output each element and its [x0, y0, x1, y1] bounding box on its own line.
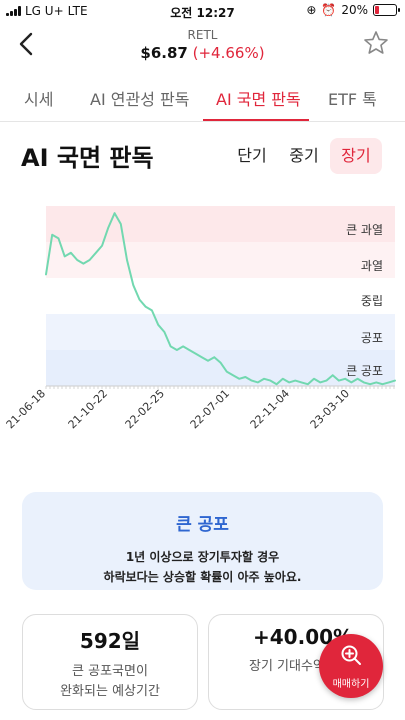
stat-duration-label: 큰 공포국면이 완화되는 예상기간	[23, 662, 197, 702]
x-tick-label: 22-11-04	[248, 387, 293, 432]
alarm-icon: ⏰	[321, 3, 337, 17]
zone-band-greed	[46, 242, 395, 278]
zone-label-extreme-fear: 큰 공포	[346, 364, 383, 378]
ticker-symbol: RETL	[187, 28, 218, 42]
zone-label-fear: 공포	[360, 331, 383, 345]
zone-band-fear	[46, 314, 395, 350]
price-change: (+4.66%)	[192, 44, 265, 62]
tab-bar: 시세 AI 연관성 판독 AI 국면 판독 ETF 톡	[0, 74, 405, 122]
zone-band-extreme-fear	[46, 350, 395, 386]
zone-label-neutral: 중립	[360, 294, 383, 308]
tab-ai-correlation[interactable]: AI 연관성 판독	[90, 90, 190, 109]
phase-chart: 21-06-18 21-10-22 22-02-25 22-07-01 22-11-04…	[0, 196, 405, 446]
battery-percent: 20%	[341, 3, 368, 17]
zone-band-neutral	[46, 278, 395, 314]
rotation-lock-icon: ⊕	[306, 3, 317, 17]
phase-chart-svg: 21-06-18 21-10-22 22-02-25 22-07-01 22-11-04…	[4, 206, 396, 432]
zone-band-extreme-greed	[46, 206, 395, 242]
price-row: $6.87 (+4.66%)	[0, 44, 405, 62]
status-bar: LG U+ LTE 오전 12:27 ⊕ ⏰ 20%	[0, 0, 405, 24]
carrier: LG U+	[25, 4, 64, 18]
phase-result-title: 큰 공포	[176, 515, 229, 535]
x-tick-label: 21-06-18	[4, 387, 49, 432]
phase-result-line-1: 1년 이상으로 장기투자할 경우	[125, 550, 280, 564]
tab-ai-phase[interactable]: AI 국면 판독	[216, 90, 301, 109]
stat-return-label: 장기 기대수익률	[209, 657, 383, 677]
zone-label-extreme-greed: 큰 과열	[346, 223, 383, 237]
series-line	[45, 212, 396, 386]
trade-fab-label: 매매하기	[332, 679, 370, 690]
period-short-button[interactable]: 단기	[237, 146, 267, 165]
status-right: ⊕ ⏰ 20%	[306, 3, 400, 17]
favorite-star-icon[interactable]	[363, 30, 389, 63]
clock: 오전 12:27	[170, 6, 235, 20]
tab-etf-talk[interactable]: ETF 톡	[328, 90, 377, 109]
battery-icon	[373, 4, 400, 16]
phase-result-card: 큰 공포 1년 이상으로 장기투자할 경우 하락보다는 상승할 확률이 아주 높…	[22, 492, 383, 590]
battery-level	[375, 6, 379, 14]
x-tick-label: 21-10-22	[66, 387, 111, 432]
stat-return-label-1: 장기 기대수익률	[249, 659, 337, 674]
signal-icon	[6, 6, 21, 16]
stat-duration-label-2: 완화되는 예상기간	[60, 684, 160, 699]
phase-result-description: 1년 이상으로 장기투자할 경우 하락보다는 상승할 확률이 아주 높아요.	[22, 547, 383, 587]
x-tick-label: 22-02-25	[123, 387, 168, 432]
status-left: LG U+ LTE	[6, 4, 88, 18]
x-tick-label: 22-07-01	[188, 387, 233, 432]
phase-result-line-2: 하락보다는 상승할 확률이 아주 높아요.	[103, 570, 302, 584]
tab-quote[interactable]: 시세	[24, 90, 54, 109]
trade-fab-button[interactable]: 매매하기	[319, 634, 383, 698]
zone-label-greed: 과열	[360, 259, 383, 273]
x-tick-label: 23-03-10	[308, 387, 353, 432]
section-title: AI 국면 판독	[21, 144, 154, 172]
stat-duration-value: 592일	[79, 629, 141, 653]
period-long-button[interactable]: 장기	[330, 138, 382, 174]
zoom-plus-icon	[319, 644, 383, 671]
period-mid-button[interactable]: 중기	[289, 146, 319, 165]
active-tab-indicator	[203, 119, 309, 121]
back-chevron-icon[interactable]	[14, 30, 40, 58]
stat-card-duration: 592일 큰 공포국면이 완화되는 예상기간	[22, 614, 198, 710]
network: LTE	[67, 4, 88, 18]
stat-duration-label-1: 큰 공포국면이	[72, 664, 148, 679]
current-price: $6.87	[140, 44, 188, 62]
